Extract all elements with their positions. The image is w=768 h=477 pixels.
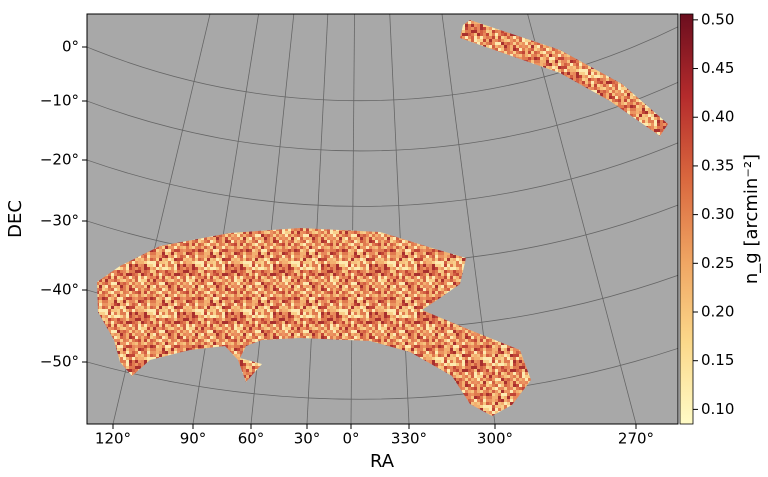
x-tick-label: 30° <box>294 430 321 448</box>
y-tick-label: −50° <box>40 353 79 371</box>
grid-line <box>87 26 678 101</box>
colorbar-tick-label: 0.15 <box>701 351 734 369</box>
y-tick-label: −20° <box>40 151 79 169</box>
plot-frame <box>86 13 679 425</box>
x-tick-label: 120° <box>95 430 131 448</box>
colorbar-tick-label: 0.25 <box>701 254 734 272</box>
y-tick-label: −40° <box>40 281 79 299</box>
grid-line <box>87 142 678 207</box>
grid-line <box>350 14 355 424</box>
grid-line <box>527 14 637 424</box>
grid-line <box>87 347 678 400</box>
x-tick-label: 330° <box>391 430 427 448</box>
y-axis-label: DEC <box>5 200 26 238</box>
colorbar-tick-label: 0.35 <box>701 156 734 174</box>
footprint <box>97 20 668 416</box>
colorbar-tick-label: 0.50 <box>701 10 734 28</box>
colorbar-tick-label: 0.30 <box>701 205 734 223</box>
survey-south <box>97 228 531 416</box>
x-tick-label: 270° <box>618 430 654 448</box>
y-tick-label: −30° <box>40 212 79 230</box>
colorbar <box>679 13 694 425</box>
survey-north <box>460 20 668 136</box>
grid-line <box>87 81 678 152</box>
x-tick-label: 90° <box>180 430 207 448</box>
x-axis-label: RA <box>370 451 395 472</box>
colorbar-tick-label: 0.40 <box>701 108 734 126</box>
grid-line <box>306 14 329 424</box>
x-tick-label: 300° <box>477 430 513 448</box>
y-tick-label: −10° <box>40 92 79 110</box>
x-tick-label: 0° <box>342 430 359 448</box>
colorbar-tick-label: 0.10 <box>701 400 734 418</box>
x-tick-label: 60° <box>238 430 265 448</box>
grid-line <box>250 14 295 424</box>
colorbar-label: n_g [arcmin⁻²] <box>741 154 762 284</box>
y-tick-label: 0° <box>62 38 79 56</box>
colorbar-tick-label: 0.45 <box>701 59 734 77</box>
colorbar-tick-label: 0.20 <box>701 303 734 321</box>
